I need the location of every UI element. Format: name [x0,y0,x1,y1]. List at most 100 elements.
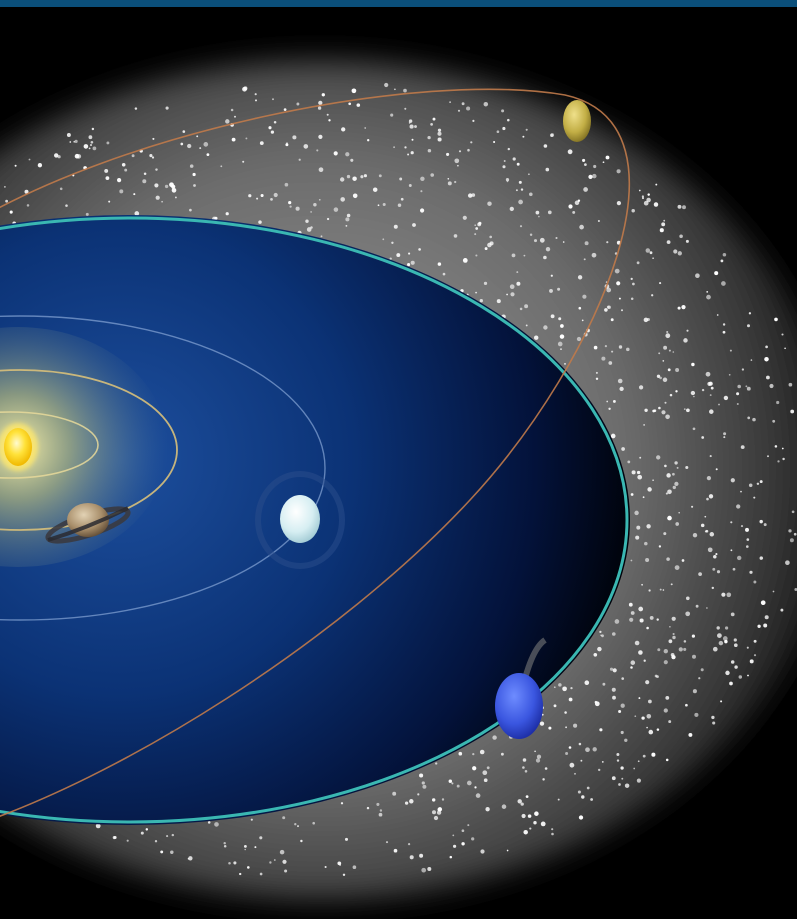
belt-particle [306,227,312,232]
belt-particle [418,248,421,251]
belt-particle [583,258,586,261]
belt-particle [730,660,735,664]
belt-particle [618,710,622,713]
belt-particle [577,275,583,280]
belt-particle [736,555,742,561]
belt-particle [690,390,696,396]
belt-particle [612,668,617,673]
belt-particle [312,821,315,825]
belt-particle [519,307,523,311]
belt-particle [417,793,420,796]
belt-particle [646,524,651,529]
belt-particle [404,801,409,805]
belt-particle [593,345,598,350]
sun [0,423,38,471]
belt-particle [569,762,575,768]
belt-particle [644,408,648,412]
belt-particle [551,828,554,831]
belt-particle [672,635,676,640]
belt-particle [644,541,648,546]
belt-particle [781,447,784,450]
belt-particle [411,138,414,141]
belt-particle [242,160,245,163]
belt-particle [621,447,625,451]
belt-particle [634,640,640,646]
belt-particle [484,247,488,251]
belt-particle [377,204,380,207]
belt-particle [700,523,705,528]
belt-particle [630,297,634,300]
belt-particle [254,93,257,96]
belt-particle [706,291,709,293]
belt-particle [409,799,414,804]
belt-particle [725,670,730,676]
belt-particle [316,149,319,152]
belt-particle [728,373,731,376]
belt-particle [171,833,175,837]
belt-particle [746,538,750,541]
belt-particle [376,802,380,806]
belt-particle [396,253,401,258]
belt-particle [695,604,699,608]
belt-particle [467,193,473,198]
belt-particle [394,88,396,91]
belt-particle [658,406,661,410]
belt-particle [701,436,705,439]
belt-particle [617,378,623,384]
belt-particle [448,779,453,783]
belt-particles [3,82,797,877]
belt-particle [606,241,609,244]
belt-particle [659,228,664,233]
belt-particle [741,368,745,371]
belt-particle [246,866,250,869]
distant-planet [563,100,591,142]
belt-particle [550,314,555,319]
belt-particle [698,677,701,680]
belt-particle [659,588,662,591]
belt-particle [483,778,488,783]
belt-particle [659,376,662,380]
belt-particle [611,632,616,636]
belt-particle [91,127,95,131]
belt-particle [656,728,660,731]
belt-particle [612,695,616,700]
belt-particle [662,589,665,591]
belt-particle [634,510,639,516]
belt-particle [730,612,735,617]
belt-particle [618,783,621,786]
belt-particle [663,345,668,350]
innermost-orbit [0,411,99,479]
belt-particle [630,660,636,665]
belt-particle [790,409,795,414]
ringed-planet [45,503,131,544]
belt-particle [574,772,576,775]
belt-particle [470,141,473,144]
belt-particle [472,766,477,771]
belt-particle [447,177,450,180]
belt-particle [294,823,297,826]
belt-particle [352,193,358,199]
belt-particle [407,263,411,267]
belt-particle [736,402,739,406]
belt-particle [341,127,346,132]
belt-particle [273,859,276,861]
belt-particle [69,141,72,143]
belt-particle [502,165,506,169]
belt-particle [765,345,768,349]
belt-particle [653,202,659,207]
belt-particle [85,212,89,216]
belt-particle [243,844,247,848]
belt-particle [461,842,465,846]
belt-particle [244,848,246,851]
belt-particle [166,835,169,838]
belt-particle [419,773,424,778]
belt-particle [165,106,169,110]
belt-particle [638,697,641,700]
belt-particle [713,554,717,559]
belt-particle [482,770,488,776]
belt-particle [522,758,527,762]
belt-particle [581,795,585,799]
belt-particle [647,487,652,492]
belt-particle [447,181,452,186]
belt-particle [592,173,597,179]
